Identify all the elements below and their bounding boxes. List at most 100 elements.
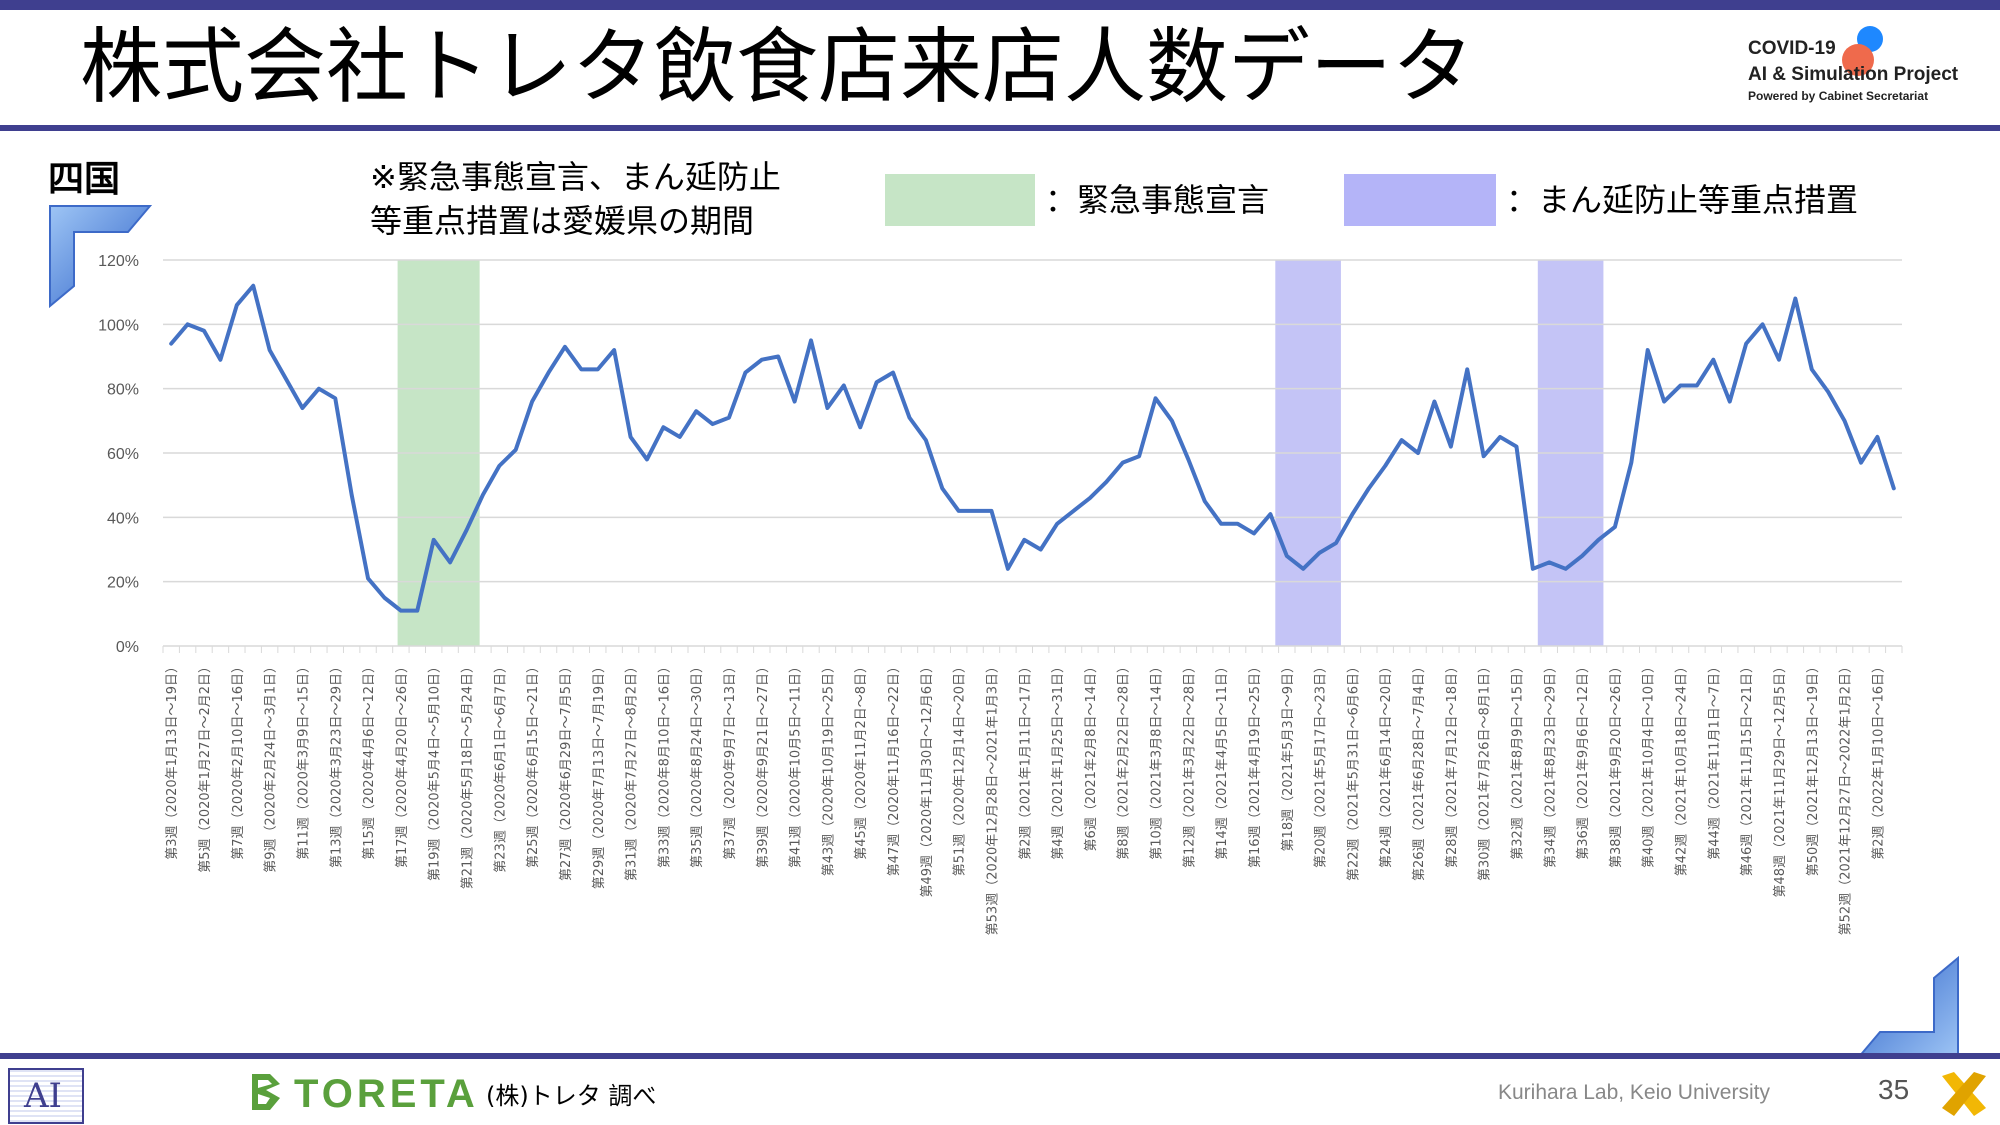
data-point [481, 493, 485, 497]
x-tick-label: 第26週（2021年6月28日～7月4日） [1412, 660, 1427, 881]
x-tick-label: 第15週（2020年4月6日～12日） [362, 660, 377, 860]
data-point [1892, 486, 1896, 490]
data-point [1416, 451, 1420, 455]
data-point [1055, 522, 1059, 526]
data-point [1432, 399, 1437, 404]
legend-label-emergency: ：緊急事態宣言 [1045, 181, 1270, 219]
data-point [1596, 538, 1601, 542]
data-point [678, 435, 682, 439]
data-point [546, 370, 551, 375]
x-tick-label: 第5週（2020年1月27日～2月2日） [198, 660, 213, 873]
data-point [825, 406, 830, 410]
data-point [809, 338, 813, 343]
data-point [1465, 367, 1469, 371]
data-point [317, 387, 321, 391]
series-line [169, 283, 1896, 613]
data-point [1777, 358, 1781, 362]
data-point [1268, 512, 1272, 516]
data-point [973, 509, 977, 513]
x-tick-label: 第17週（2020年4月20日～26日） [395, 660, 410, 868]
x-tick-label: 第53週（2020年12月28日～2021年1月3日） [985, 660, 1000, 935]
x-tick-label: 第10週（2021年3月8日～14日） [1150, 660, 1165, 860]
x-tick-label: 第41週（2020年10月5日～11日） [789, 660, 804, 868]
data-point [514, 448, 518, 452]
x-logo-icon [1942, 1072, 1986, 1116]
data-point [218, 358, 223, 362]
region-label: 四国 [48, 159, 121, 200]
x-tick-label: 第30週（2021年7月26日～8月1日） [1478, 660, 1493, 881]
x-tick-label: 第49週（2020年11月30日～12月6日） [920, 660, 935, 898]
x-tick-label: 第13週（2020年3月23日～29日） [329, 660, 344, 868]
data-point [464, 528, 469, 532]
data-point [1104, 480, 1108, 484]
x-tick-label: 第40週（2021年10月4日～10日） [1642, 660, 1657, 868]
line-chart: 0% 20% 40% 60% 80% 100% 120% 第3週（2020年1月13日～19日… [98, 253, 1903, 935]
x-tick-label: 第38週（2021年9月20日～26日） [1609, 660, 1624, 868]
data-point [186, 322, 190, 326]
x-tick-label: 第25週（2020年6月15日～21日） [526, 660, 541, 868]
data-point [1760, 322, 1765, 326]
page-number: 35 [1878, 1074, 1910, 1105]
x-tick-label: 第33週（2020年8月10日～16日） [657, 660, 672, 868]
data-point [366, 576, 370, 581]
toreta-logo-icon [252, 1074, 280, 1110]
data-point [1531, 567, 1535, 571]
data-point [1482, 454, 1486, 458]
x-tick-label: 第35週（2020年8月24日～30日） [690, 660, 705, 868]
x-tick-label: 第31週（2020年7月27日～8月2日） [625, 660, 640, 881]
y-tick-label: 20% [107, 575, 139, 592]
x-tick-label: 第14週（2021年4月5日～11日） [1215, 660, 1230, 860]
data-point [1678, 383, 1683, 388]
header-rule [0, 125, 2000, 131]
x-tick-label: 第52週（2021年12月27日～2022年1月2日） [1839, 660, 1854, 935]
data-point [907, 416, 912, 420]
data-point [1547, 560, 1551, 564]
data-point [612, 348, 616, 352]
data-point [1170, 419, 1174, 423]
x-tick-label: 第18週（2021年5月3日～9日） [1281, 660, 1296, 851]
x-tick-label: 第50週（2021年12月13日～19日） [1806, 660, 1821, 876]
data-point [1235, 522, 1240, 526]
data-point [1252, 531, 1256, 536]
x-tick-label: 第21週（2020年5月18日～5月24日） [461, 660, 476, 889]
data-point [596, 367, 600, 371]
x-tick-label: 第48週（2021年11月29日～12月5日） [1773, 660, 1788, 898]
data-point [1842, 419, 1847, 423]
top-rule [0, 0, 2000, 10]
page-title: 株式会社トレタ飲食店来店人数データ [80, 20, 1475, 115]
data-point [415, 609, 419, 613]
x-tick-label: 第19週（2020年5月4日～5月10日） [428, 660, 443, 881]
note-line1: ※緊急事態宣言、まん延防止 [370, 158, 781, 196]
data-point [1646, 348, 1650, 352]
x-tick-label: 第11週（2020年3月9日～15日） [296, 660, 311, 860]
data-point [875, 380, 879, 384]
x-tick-label: 第22週（2021年5月31日～6月6日） [1346, 660, 1361, 881]
data-point [727, 416, 731, 420]
data-point [661, 425, 665, 429]
data-point [1514, 444, 1519, 449]
project-line1: COVID-19 [1748, 38, 1836, 59]
data-point [776, 354, 780, 359]
corner-bracket-icon [49, 205, 152, 308]
data-point [1498, 435, 1502, 439]
legend-swatch-emergency [885, 174, 1035, 226]
data-point [1301, 567, 1305, 571]
x-tick-label: 第34週（2021年8月23日～29日） [1543, 660, 1558, 868]
project-badge: COVID-19 AI & Simulation Project Powered… [1748, 36, 1958, 104]
data-point [1071, 509, 1076, 513]
lab-credit: Kurihara Lab, Keio University [1498, 1081, 1770, 1104]
data-point [268, 348, 272, 352]
period-note: ※緊急事態宣言、まん延防止 等重点措置は愛媛県の期間 [370, 155, 781, 243]
data-point [251, 284, 255, 288]
y-tick-label: 100% [98, 317, 139, 334]
data-point [284, 377, 288, 381]
data-point [333, 396, 337, 400]
y-tick-label: 40% [107, 510, 139, 527]
x-tick-label: 第2週（2021年1月11日～17日） [1018, 660, 1033, 860]
source-note: (株)トレタ 調べ [486, 1082, 657, 1110]
data-point [1203, 499, 1207, 503]
data-point [1039, 547, 1043, 552]
x-tick-label: 第6週（2021年2月8日～14日） [1084, 660, 1099, 851]
data-point [1875, 435, 1879, 439]
footer-rule [0, 1053, 2000, 1059]
